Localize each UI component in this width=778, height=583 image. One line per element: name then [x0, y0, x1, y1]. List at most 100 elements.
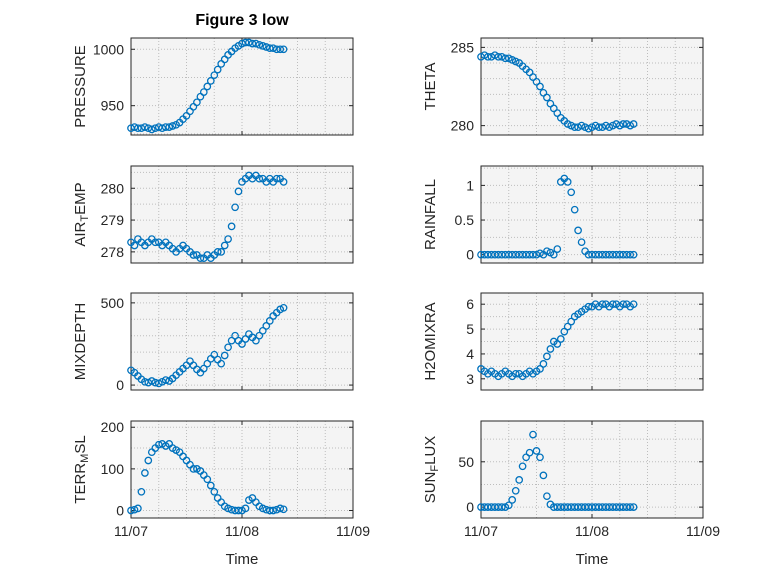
data-point	[238, 340, 246, 348]
subplot-AIR_TEMP: 278 279 280 AIRTEMP	[72, 165, 354, 264]
data-point	[196, 254, 205, 263]
data-point	[511, 369, 520, 378]
data-point	[168, 122, 177, 130]
data-point	[241, 38, 250, 47]
data-point	[165, 123, 174, 131]
data-point	[262, 43, 271, 51]
data-point	[189, 251, 198, 259]
data-point	[217, 248, 226, 256]
data-point	[501, 54, 510, 63]
data-point	[151, 238, 160, 247]
data-point	[272, 174, 281, 183]
data-point	[556, 335, 565, 343]
data-point	[279, 178, 288, 186]
data-point	[210, 71, 219, 80]
data-point	[626, 503, 635, 511]
data-point	[563, 178, 572, 186]
data-point	[584, 124, 593, 133]
y-axis-label: H2OMIXRA	[422, 302, 439, 380]
data-point	[546, 345, 555, 353]
data-point	[567, 317, 576, 326]
data-point	[258, 42, 267, 50]
data-point	[231, 203, 239, 212]
data-point	[539, 471, 548, 480]
y-tick-label: 285	[451, 39, 475, 55]
data-point	[154, 440, 163, 449]
data-point	[203, 475, 212, 484]
data-point	[258, 504, 267, 513]
data-point	[518, 462, 527, 471]
subplot-SUN_FLUX: 11/07 11/08 11/09 0 50 SUNFLUX Time	[422, 420, 720, 568]
subplot-THETA: 280 285 THETA	[422, 37, 704, 136]
data-point	[137, 487, 146, 496]
data-point	[234, 506, 243, 515]
x-tick-label: 11/08	[575, 523, 609, 539]
data-point	[515, 476, 524, 484]
data-point	[494, 52, 503, 61]
x-tick-label: 11/09	[336, 523, 370, 539]
data-point	[158, 124, 167, 133]
y-tick-label: 500	[101, 295, 125, 311]
data-point	[224, 504, 232, 513]
data-point	[220, 351, 229, 360]
data-point	[497, 503, 506, 511]
data-point	[134, 124, 142, 133]
y-tick-label: 280	[101, 180, 125, 196]
data-point	[619, 120, 628, 128]
data-point	[203, 82, 212, 91]
data-point	[141, 123, 149, 131]
data-point	[258, 326, 267, 335]
data-point	[220, 241, 229, 250]
y-tick-label: 3	[466, 371, 474, 387]
data-point	[265, 44, 274, 53]
data-point	[608, 300, 617, 309]
data-point	[619, 300, 628, 309]
data-point	[484, 52, 492, 61]
data-point	[539, 360, 548, 368]
data-point	[543, 247, 551, 256]
y-axis-label: RAINFALL	[422, 179, 439, 250]
subplot-MIXDEPTH: 0 500 MIXDEPTH	[72, 292, 354, 393]
data-point	[629, 503, 638, 511]
data-point	[595, 123, 603, 132]
y-axis-label: THETA	[422, 62, 439, 110]
data-point	[224, 235, 232, 243]
data-point	[255, 331, 264, 340]
y-tick-label: 278	[101, 244, 125, 260]
data-point	[241, 504, 250, 513]
y-tick-label: 279	[101, 212, 125, 228]
data-point	[203, 359, 212, 368]
data-point	[549, 250, 558, 259]
data-point	[532, 447, 541, 455]
data-point	[234, 187, 243, 196]
x-tick-label: 11/07	[114, 523, 148, 539]
y-tick-label: 0	[466, 247, 474, 263]
data-point	[161, 376, 170, 384]
y-tick-label: 950	[101, 98, 125, 114]
y-tick-label: 1000	[93, 41, 124, 57]
data-point	[252, 39, 260, 48]
data-point	[508, 496, 517, 504]
data-point	[553, 340, 562, 348]
data-point	[504, 501, 513, 510]
data-point	[213, 65, 222, 74]
data-point	[529, 430, 537, 439]
data-point	[511, 57, 520, 66]
y-tick-label: 100	[101, 461, 125, 477]
x-axis-label: Time	[226, 551, 259, 568]
data-point	[189, 465, 198, 473]
data-point	[130, 241, 139, 250]
y-axis-label: MIXDEPTH	[72, 303, 89, 381]
data-point	[147, 125, 156, 134]
data-point	[525, 448, 534, 457]
data-point	[144, 456, 153, 465]
data-point	[161, 123, 170, 131]
data-point	[213, 248, 222, 256]
y-tick-label: 6	[466, 296, 474, 312]
data-point	[543, 492, 551, 501]
data-point	[206, 481, 215, 490]
data-point	[529, 250, 537, 259]
data-point	[255, 174, 264, 183]
data-point	[629, 300, 638, 309]
data-point	[193, 98, 201, 107]
